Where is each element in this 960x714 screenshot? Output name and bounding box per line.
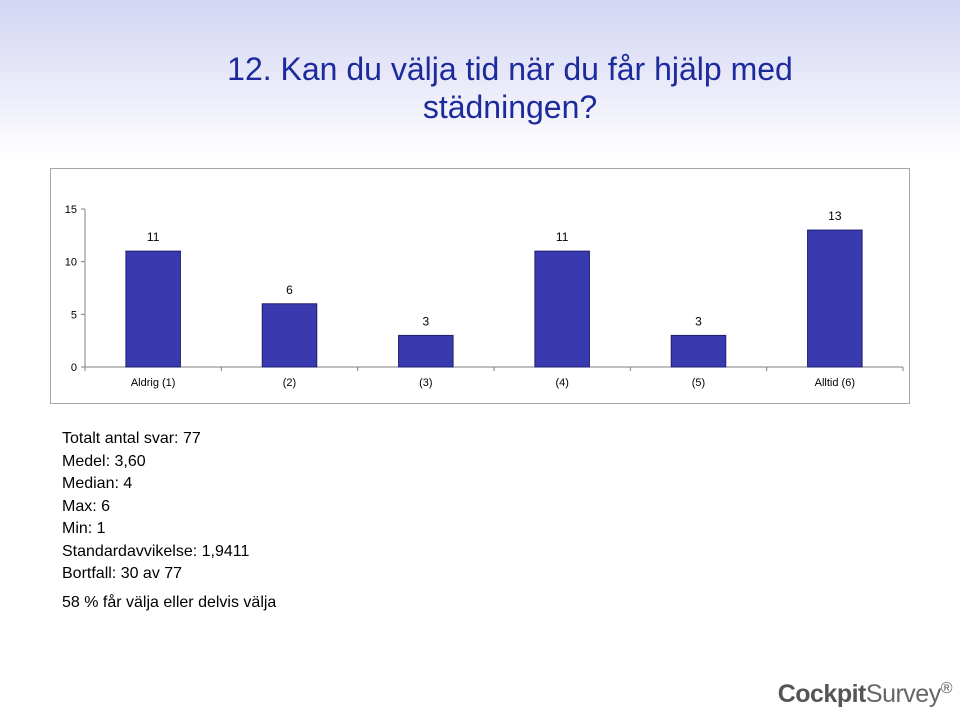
slide-title: 12. Kan du välja tid när du får hjälp me…: [227, 51, 793, 125]
data-label: 11: [556, 230, 569, 244]
x-category-label: (4): [555, 377, 568, 389]
stat-missing: Bortfall: 30 av 77: [62, 565, 183, 582]
stat-stddev: Standardavvikelse: 1,9411: [62, 542, 250, 560]
x-category-label: Aldrig (1): [131, 377, 176, 389]
y-tick-label: 5: [71, 309, 77, 321]
data-label: 3: [422, 314, 429, 328]
stat-total: Totalt antal svar: 77: [62, 430, 201, 447]
summary-note: 58 % får välja eller delvis välja: [62, 594, 277, 611]
stat-min: Min: 1: [62, 520, 106, 537]
bar: [670, 334, 727, 368]
data-label: 13: [828, 209, 842, 223]
data-label: 3: [695, 314, 702, 328]
bar: [807, 229, 863, 368]
x-category-label: (5): [692, 377, 705, 389]
chart-svg: 0 5 10 15 11 Aldrig (1) 6 (2) 3 (3) 11 (4) 3 (5) 13 All…: [65, 204, 904, 389]
statistics-summary: Totalt antal svar: 77 Medel: 3,60 Median…: [62, 428, 249, 586]
x-category-label: Alltid (6): [815, 377, 855, 389]
data-label: 6: [286, 283, 293, 297]
data-label: 11: [147, 230, 160, 244]
stat-mean: Medel: 3,60: [62, 452, 146, 470]
bar: [398, 334, 454, 368]
x-category-label: (2): [283, 377, 296, 389]
y-tick-label: 10: [65, 257, 77, 269]
bar-chart: 0 5 10 15 11 Aldrig (1) 6 (2) 3 (3) 11 (4) 3 (5) 13 All…: [50, 168, 910, 404]
bar: [261, 303, 318, 368]
stat-max: Max: 6: [62, 497, 111, 515]
bar: [534, 250, 590, 368]
header-band: [0, 0, 960, 160]
x-category-label: (3): [419, 377, 432, 389]
bar: [125, 250, 181, 368]
y-tick-label: 15: [65, 204, 77, 216]
y-tick-label: 0: [71, 362, 77, 374]
brand-logo: CockpitSurvey®: [777, 680, 953, 709]
brand-part2: Survey: [865, 680, 941, 708]
stat-median: Median: 4: [62, 475, 133, 492]
brand-part1: Cockpit: [777, 680, 867, 708]
registered-mark: ®: [940, 680, 953, 697]
